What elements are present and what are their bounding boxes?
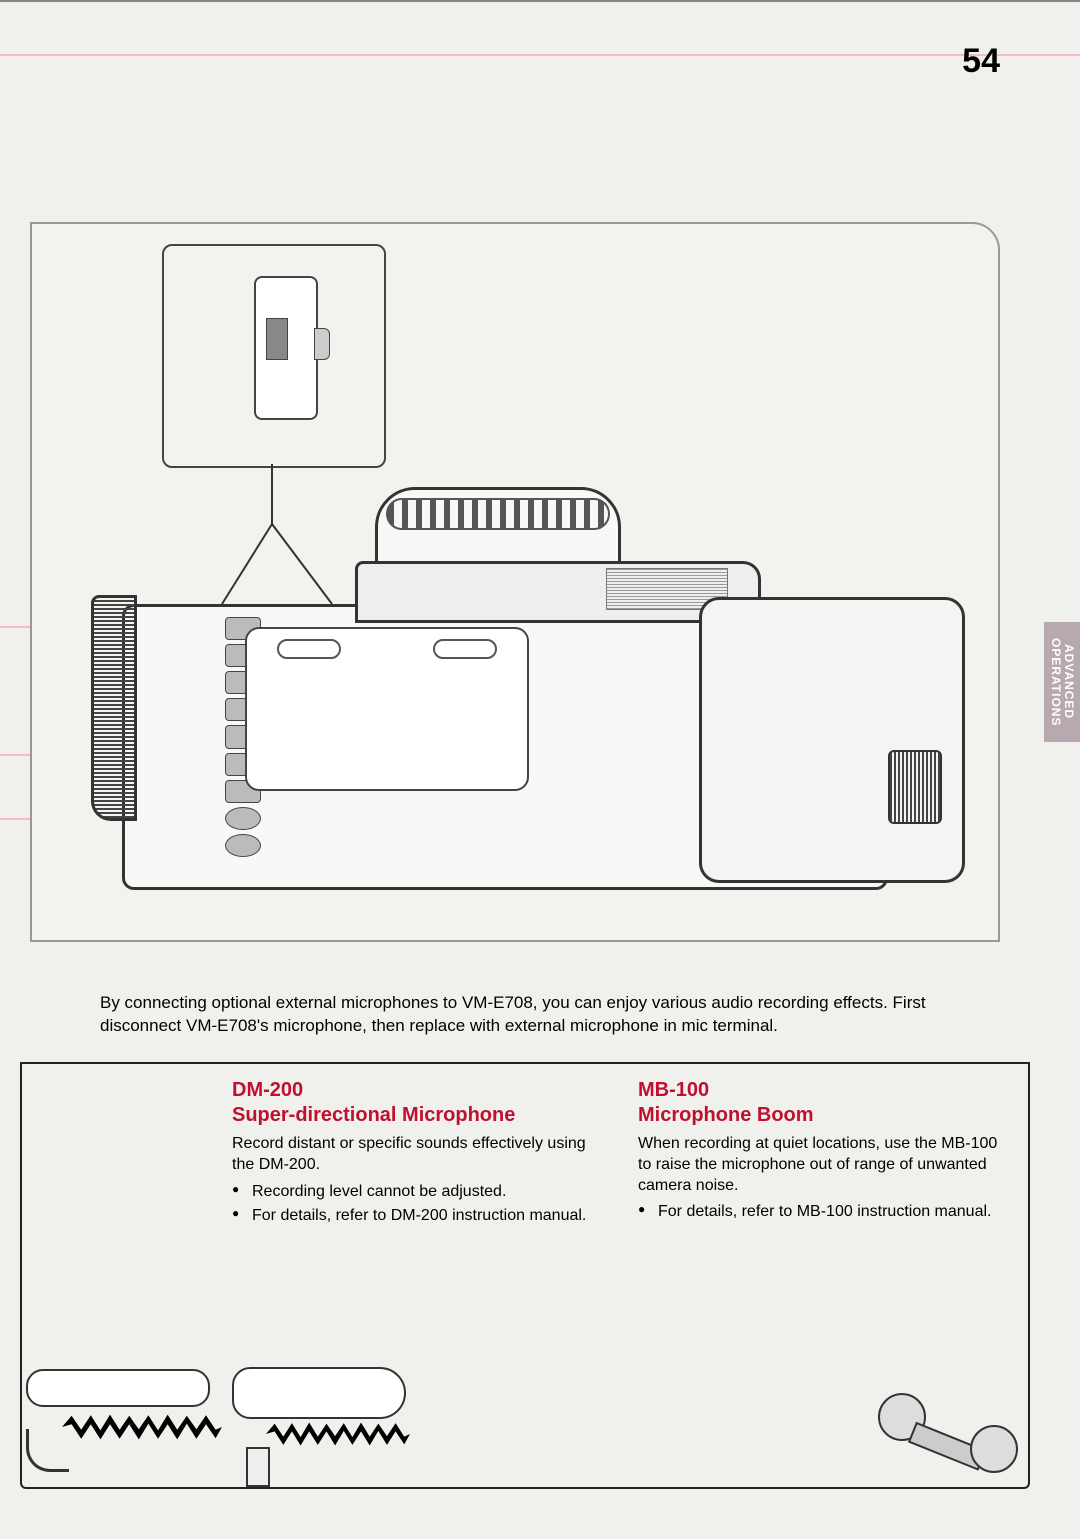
page-number: 54 [962, 42, 1000, 81]
camera-body [122, 604, 888, 890]
camera-lens-block [699, 597, 965, 883]
dm200-on-camera-illustration [222, 1347, 422, 1487]
intro-paragraph: By connecting optional external micropho… [100, 992, 1000, 1038]
mb100-title: Microphone Boom [638, 1104, 814, 1126]
mb100-illustration [878, 1393, 1018, 1473]
pink-rule-1 [0, 54, 1080, 56]
dm200-column: DM-200 Super-directional Microphone Reco… [22, 1064, 622, 1487]
dm200-bullet-1: Recording level cannot be adjusted. [232, 1182, 606, 1203]
mb100-description: When recording at quiet locations, use t… [638, 1134, 1012, 1196]
accessories-panel: DM-200 Super-directional Microphone Reco… [20, 1062, 1030, 1489]
camera-cassette-door [245, 627, 529, 791]
camera-diagram [30, 222, 1000, 942]
mb100-column: MB-100 Microphone Boom When recording at… [622, 1064, 1028, 1487]
dm200-title: Super-directional Microphone [232, 1104, 515, 1126]
dm200-description: Record distant or specific sounds effect… [232, 1134, 606, 1176]
dm200-illustration [26, 1359, 226, 1479]
dm200-heading: DM-200 Super-directional Microphone [232, 1078, 606, 1128]
dm200-model: DM-200 [232, 1079, 303, 1101]
mb100-bullet-1: For details, refer to MB-100 instruction… [638, 1202, 1012, 1223]
camera-grip-panel [91, 595, 137, 821]
section-tab: ADVANCED OPERATIONS [1044, 622, 1080, 742]
mb100-model: MB-100 [638, 1079, 709, 1101]
inset-detail-box [162, 244, 386, 468]
dm200-bullet-2: For details, refer to DM-200 instruction… [232, 1206, 606, 1227]
mb100-heading: MB-100 Microphone Boom [638, 1078, 1012, 1128]
